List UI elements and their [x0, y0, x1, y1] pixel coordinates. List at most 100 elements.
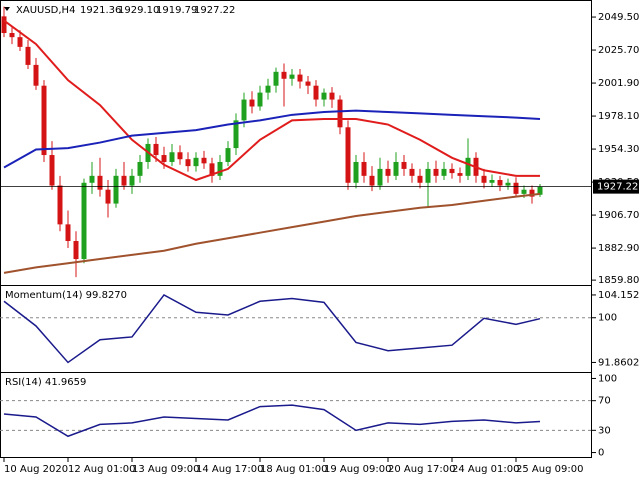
candle-body: [321, 92, 327, 100]
candle-body: [513, 182, 519, 194]
candle-body: [481, 175, 487, 183]
chart-title: XAUUSD,H4: [16, 5, 75, 16]
candle-body: [257, 92, 263, 107]
candle-body: [49, 155, 55, 186]
candle-body: [369, 175, 375, 186]
candle-body: [537, 186, 543, 195]
candle-body: [353, 161, 359, 183]
ohlc-close: 1927.22: [194, 5, 235, 16]
candle-body: [305, 81, 311, 86]
candle-body: [201, 157, 207, 164]
candle-body: [265, 85, 271, 93]
candle-body: [225, 148, 231, 162]
candle-body: [217, 161, 223, 176]
candle-body: [401, 161, 407, 169]
candle-body: [449, 168, 455, 174]
x-tick-label: 18 Aug 01:00: [260, 464, 327, 475]
indicator-line: [3, 109, 541, 169]
candle-body: [129, 175, 135, 186]
y-tick-label: 2001.90: [598, 78, 639, 89]
indicator-title: Momentum(14) 99.8270: [5, 290, 127, 301]
candle-body: [361, 161, 367, 176]
x-tick-label: 24 Aug 01:00: [452, 464, 519, 475]
x-tick-label: 20 Aug 17:00: [388, 464, 455, 475]
price-label-box: [593, 179, 639, 194]
candle-body: [33, 64, 39, 86]
candle-body: [9, 33, 15, 38]
candle-body: [193, 157, 199, 167]
candle-body: [209, 163, 215, 176]
indicator-line: [3, 192, 541, 274]
candle-body: [185, 159, 191, 167]
candle-body: [169, 152, 175, 162]
menu-arrow: [4, 7, 10, 11]
candle-body: [17, 37, 23, 47]
candle-body: [81, 182, 87, 260]
y-tick-label: 1859.80: [598, 275, 639, 286]
price-label: 1927.22: [597, 182, 638, 193]
candle-body: [161, 155, 167, 162]
ohlc-open: 1921.36: [80, 5, 121, 16]
candle-body: [105, 189, 111, 204]
candle-body: [89, 175, 95, 183]
candle-body: [289, 74, 295, 79]
candle-body: [497, 179, 503, 186]
candle-body: [65, 224, 71, 242]
candle-body: [465, 157, 471, 176]
candle-body: [489, 179, 495, 183]
y-tick-label: 100: [598, 373, 617, 384]
candle-body: [1, 16, 7, 34]
candle-body: [433, 168, 439, 176]
candle-body: [505, 182, 511, 186]
candle-body: [57, 185, 63, 225]
y-tick-label: 91.8602: [598, 357, 639, 368]
x-tick-label: 10 Aug 2020: [4, 464, 68, 475]
x-tick-label: 25 Aug 09:00: [516, 464, 583, 475]
y-tick-label: 2025.70: [598, 45, 639, 56]
candle-body: [377, 168, 383, 186]
x-tick-label: 13 Aug 09:00: [132, 464, 199, 475]
candle-body: [233, 120, 239, 149]
candle-body: [249, 99, 255, 107]
indicator-line: [3, 19, 540, 182]
candle-body: [177, 152, 183, 160]
candle-body: [153, 143, 159, 156]
indicator-line: [3, 293, 541, 364]
x-tick-label: 12 Aug 01:00: [68, 464, 135, 475]
y-tick-label: 30: [598, 425, 611, 436]
y-tick-label: 2049.50: [598, 12, 639, 23]
candle-body: [393, 161, 399, 176]
x-tick-label: 14 Aug 17:00: [196, 464, 263, 475]
candle-body: [313, 85, 319, 100]
candle-body: [329, 92, 335, 100]
y-tick-label: 104.1523: [598, 290, 640, 301]
y-tick-label: 0: [598, 448, 604, 459]
candle-body: [273, 71, 279, 86]
candle-body: [73, 241, 79, 260]
candle-body: [337, 99, 343, 128]
candle-body: [297, 74, 303, 82]
y-tick-label: 1882.90: [598, 243, 639, 254]
candle-body: [529, 189, 535, 197]
candle-body: [409, 168, 415, 176]
indicator-line: [3, 404, 541, 438]
candle-body: [385, 168, 391, 176]
y-tick-label: 1906.70: [598, 210, 639, 221]
candle-body: [281, 71, 287, 79]
candle-body: [441, 168, 447, 176]
candle-body: [521, 189, 527, 194]
candle-body: [121, 175, 127, 186]
plot-frame: [0, 0, 592, 458]
x-tick-label: 19 Aug 09:00: [324, 464, 391, 475]
candle-body: [41, 85, 47, 156]
y-tick-label: 1954.30: [598, 144, 639, 155]
candle-body: [425, 168, 431, 183]
y-tick-label: 1978.10: [598, 111, 639, 122]
y-tick-label: 70: [598, 396, 611, 407]
candle-body: [97, 175, 103, 190]
candle-body: [241, 99, 247, 121]
candle-body: [345, 127, 351, 183]
candle-body: [417, 175, 423, 183]
indicator-title: RSI(14) 41.9659: [5, 377, 86, 388]
